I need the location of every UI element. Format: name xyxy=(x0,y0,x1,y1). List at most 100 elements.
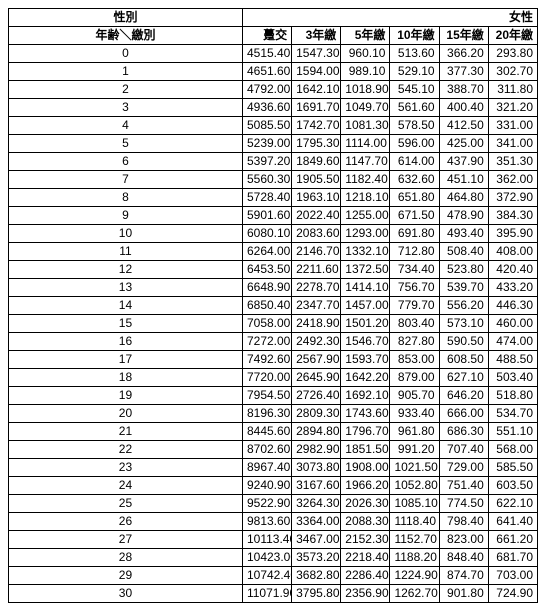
table-row: 85728.401963.101218.10651.80464.80372.90 xyxy=(9,189,538,207)
value-cell: 1796.70 xyxy=(341,423,390,441)
value-cell: 6080.10 xyxy=(242,225,291,243)
value-cell: 734.40 xyxy=(390,261,439,279)
value-cell: 1742.70 xyxy=(292,117,341,135)
value-cell: 6648.90 xyxy=(242,279,291,297)
value-cell: 11071.90 xyxy=(242,585,291,603)
value-cell: 798.40 xyxy=(439,513,488,531)
value-cell: 905.70 xyxy=(390,387,439,405)
table-row: 3011071.903795.802356.901262.70901.80724… xyxy=(9,585,538,603)
value-cell: 1218.10 xyxy=(341,189,390,207)
col-header-4: 15年繳 xyxy=(439,27,488,45)
col-header-3: 10年繳 xyxy=(390,27,439,45)
value-cell: 651.80 xyxy=(390,189,439,207)
value-cell: 341.00 xyxy=(488,135,537,153)
value-cell: 1594.00 xyxy=(292,63,341,81)
age-cell: 29 xyxy=(9,567,243,585)
value-cell: 437.90 xyxy=(439,153,488,171)
value-cell: 590.50 xyxy=(439,333,488,351)
value-cell: 823.00 xyxy=(439,531,488,549)
col-header-2: 5年繳 xyxy=(341,27,390,45)
table-row: 65397.201849.601147.70614.00437.90351.30 xyxy=(9,153,538,171)
value-cell: 400.40 xyxy=(439,99,488,117)
value-cell: 2083.60 xyxy=(292,225,341,243)
value-cell: 551.10 xyxy=(488,423,537,441)
value-cell: 6264.00 xyxy=(242,243,291,261)
value-cell: 686.30 xyxy=(439,423,488,441)
value-cell: 1963.10 xyxy=(292,189,341,207)
header-row-1: 性別 女性 xyxy=(9,9,538,27)
value-cell: 632.60 xyxy=(390,171,439,189)
value-cell: 464.80 xyxy=(439,189,488,207)
value-cell: 3467.00 xyxy=(292,531,341,549)
value-cell: 2645.90 xyxy=(292,369,341,387)
value-cell: 2152.30 xyxy=(341,531,390,549)
value-cell: 756.70 xyxy=(390,279,439,297)
age-cell: 18 xyxy=(9,369,243,387)
value-cell: 10423.00 xyxy=(242,549,291,567)
age-cell: 0 xyxy=(9,45,243,63)
value-cell: 712.80 xyxy=(390,243,439,261)
value-cell: 2286.40 xyxy=(341,567,390,585)
table-row: 75560.301905.501182.40632.60451.10362.00 xyxy=(9,171,538,189)
value-cell: 1118.40 xyxy=(390,513,439,531)
value-cell: 351.30 xyxy=(488,153,537,171)
value-cell: 5397.20 xyxy=(242,153,291,171)
table-row: 2810423.003573.202218.401188.20848.40681… xyxy=(9,549,538,567)
value-cell: 614.00 xyxy=(390,153,439,171)
value-cell: 2088.30 xyxy=(341,513,390,531)
value-cell: 671.50 xyxy=(390,207,439,225)
value-cell: 384.30 xyxy=(488,207,537,225)
table-row: 177492.602567.901593.70853.00608.50488.5… xyxy=(9,351,538,369)
value-cell: 3167.60 xyxy=(292,477,341,495)
value-cell: 578.50 xyxy=(390,117,439,135)
value-cell: 2026.30 xyxy=(341,495,390,513)
value-cell: 2492.30 xyxy=(292,333,341,351)
header-row-2: 年齢＼繳別 躉交 3年繳 5年繳 10年繳 15年繳 20年繳 xyxy=(9,27,538,45)
value-cell: 1851.50 xyxy=(341,441,390,459)
value-cell: 5728.40 xyxy=(242,189,291,207)
age-cell: 24 xyxy=(9,477,243,495)
value-cell: 641.40 xyxy=(488,513,537,531)
value-cell: 1255.00 xyxy=(341,207,390,225)
value-cell: 529.10 xyxy=(390,63,439,81)
value-cell: 377.30 xyxy=(439,63,488,81)
age-cell: 21 xyxy=(9,423,243,441)
table-row: 167272.002492.301546.70827.80590.50474.0… xyxy=(9,333,538,351)
value-cell: 493.40 xyxy=(439,225,488,243)
value-cell: 691.80 xyxy=(390,225,439,243)
value-cell: 545.10 xyxy=(390,81,439,99)
value-cell: 1908.00 xyxy=(341,459,390,477)
value-cell: 2022.40 xyxy=(292,207,341,225)
value-cell: 451.10 xyxy=(439,171,488,189)
value-cell: 1293.00 xyxy=(341,225,390,243)
value-cell: 5901.60 xyxy=(242,207,291,225)
value-cell: 1642.10 xyxy=(292,81,341,99)
value-cell: 1372.50 xyxy=(341,261,390,279)
value-cell: 534.70 xyxy=(488,405,537,423)
age-cell: 19 xyxy=(9,387,243,405)
age-cell: 22 xyxy=(9,441,243,459)
value-cell: 10113.40 xyxy=(242,531,291,549)
value-cell: 474.00 xyxy=(488,333,537,351)
table-row: 269813.603364.002088.301118.40798.40641.… xyxy=(9,513,538,531)
table-row: 24792.001642.101018.90545.10388.70311.80 xyxy=(9,81,538,99)
value-cell: 4515.40 xyxy=(242,45,291,63)
value-cell: 803.40 xyxy=(390,315,439,333)
value-cell: 6850.40 xyxy=(242,297,291,315)
value-cell: 874.70 xyxy=(439,567,488,585)
value-cell: 446.30 xyxy=(488,297,537,315)
age-cell: 7 xyxy=(9,171,243,189)
age-cell: 8 xyxy=(9,189,243,207)
table-row: 208196.302809.301743.60933.40666.00534.7… xyxy=(9,405,538,423)
age-column-header: 年齢＼繳別 xyxy=(9,27,243,45)
age-cell: 10 xyxy=(9,225,243,243)
value-cell: 2982.90 xyxy=(292,441,341,459)
value-cell: 321.20 xyxy=(488,99,537,117)
value-cell: 523.80 xyxy=(439,261,488,279)
value-cell: 3795.80 xyxy=(292,585,341,603)
value-cell: 661.20 xyxy=(488,531,537,549)
age-cell: 27 xyxy=(9,531,243,549)
value-cell: 518.80 xyxy=(488,387,537,405)
table-row: 95901.602022.401255.00671.50478.90384.30 xyxy=(9,207,538,225)
value-cell: 2809.30 xyxy=(292,405,341,423)
